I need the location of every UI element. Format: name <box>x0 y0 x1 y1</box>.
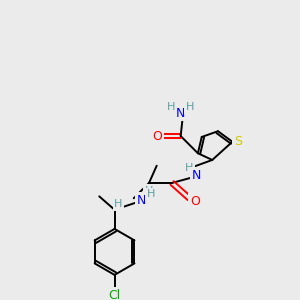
Text: O: O <box>190 195 200 208</box>
Text: H: H <box>147 189 155 200</box>
Text: H: H <box>114 199 123 209</box>
Text: H: H <box>185 163 194 172</box>
Text: H: H <box>167 102 175 112</box>
Text: H: H <box>186 102 194 112</box>
Text: S: S <box>234 135 242 148</box>
Text: H: H <box>145 186 153 196</box>
Text: N: N <box>176 106 185 119</box>
Text: N: N <box>137 194 146 207</box>
Text: Cl: Cl <box>108 289 121 300</box>
Text: O: O <box>153 130 163 142</box>
Text: N: N <box>192 169 202 182</box>
